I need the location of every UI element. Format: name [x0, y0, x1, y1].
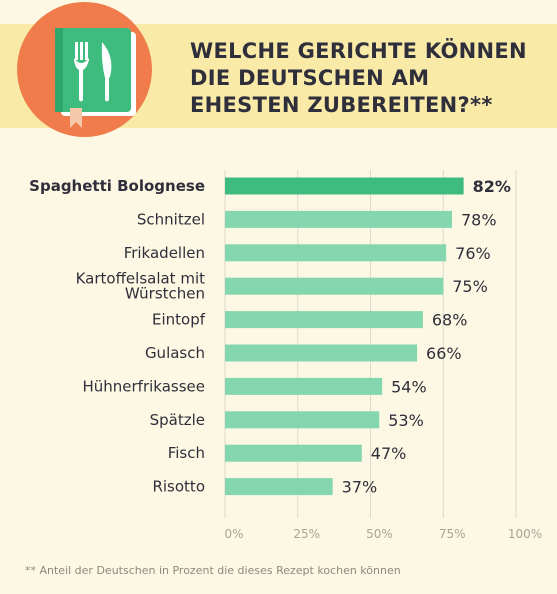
x-tick-label: 25% [293, 527, 320, 541]
value-label: 54% [391, 377, 427, 396]
category-label: Schnitzel [137, 210, 205, 228]
category-label: Spätzle [150, 411, 205, 429]
category-label-line: Spätzle [150, 411, 205, 429]
category-label-line: Hühnerfrikassee [82, 377, 205, 395]
bar-chart: 0% 25% 50% 75% 100% Spaghetti Bolognese 82% Sch… [29, 170, 542, 541]
category-label: Gulasch [145, 344, 205, 362]
book-cover [55, 28, 131, 112]
bar [225, 478, 333, 496]
fork-icon [74, 42, 89, 102]
category-label-line: Schnitzel [137, 210, 205, 228]
value-label: 47% [371, 444, 407, 463]
bar [225, 311, 423, 329]
bookmark-ribbon [70, 108, 82, 128]
value-label: 78% [461, 210, 497, 229]
category-label-line: Fisch [168, 444, 205, 462]
category-label-line: Risotto [152, 478, 205, 496]
bar [225, 344, 418, 362]
value-label: 76% [455, 244, 491, 263]
footnote: ** Anteil der Deutschen in Prozent die d… [25, 564, 401, 577]
page-title: WELCHE GERICHTE KÖNNEN DIE DEUTSCHEN AM … [190, 39, 527, 117]
category-label: Fisch [168, 444, 205, 462]
cookbook-fork-knife-icon [17, 2, 152, 137]
category-label: Spaghetti Bolognese [29, 177, 205, 195]
value-label: 82% [473, 177, 511, 196]
bar [225, 177, 464, 195]
value-label: 68% [432, 311, 468, 330]
bar [225, 244, 447, 262]
value-label: 37% [342, 478, 378, 497]
category-label-line: Kartoffelsalat mit [76, 270, 206, 288]
x-tick-label: 0% [224, 527, 243, 541]
category-label-line: Gulasch [145, 344, 205, 362]
bar [225, 411, 380, 429]
bar [225, 210, 452, 228]
x-tick-label: 50% [366, 527, 393, 541]
category-label: Eintopf [152, 311, 206, 329]
category-label-line: Würstchen [125, 285, 205, 303]
book-spine [55, 28, 63, 112]
x-tick-label: 75% [439, 527, 466, 541]
knife-icon [101, 42, 112, 102]
category-label: Kartoffelsalat mit Würstchen [76, 270, 206, 303]
category-label: Frikadellen [124, 244, 205, 262]
x-tick-label: 100% [508, 527, 542, 541]
value-label: 53% [388, 411, 424, 430]
category-label: Hühnerfrikassee [82, 377, 205, 395]
bar [225, 377, 383, 395]
category-label-line: Spaghetti Bolognese [29, 177, 205, 195]
value-label: 66% [426, 344, 462, 363]
category-label: Risotto [152, 478, 205, 496]
bar [225, 277, 444, 295]
category-label-line: Frikadellen [124, 244, 205, 262]
value-label: 75% [452, 277, 488, 296]
bar [225, 444, 362, 462]
category-label-line: Eintopf [152, 311, 206, 329]
